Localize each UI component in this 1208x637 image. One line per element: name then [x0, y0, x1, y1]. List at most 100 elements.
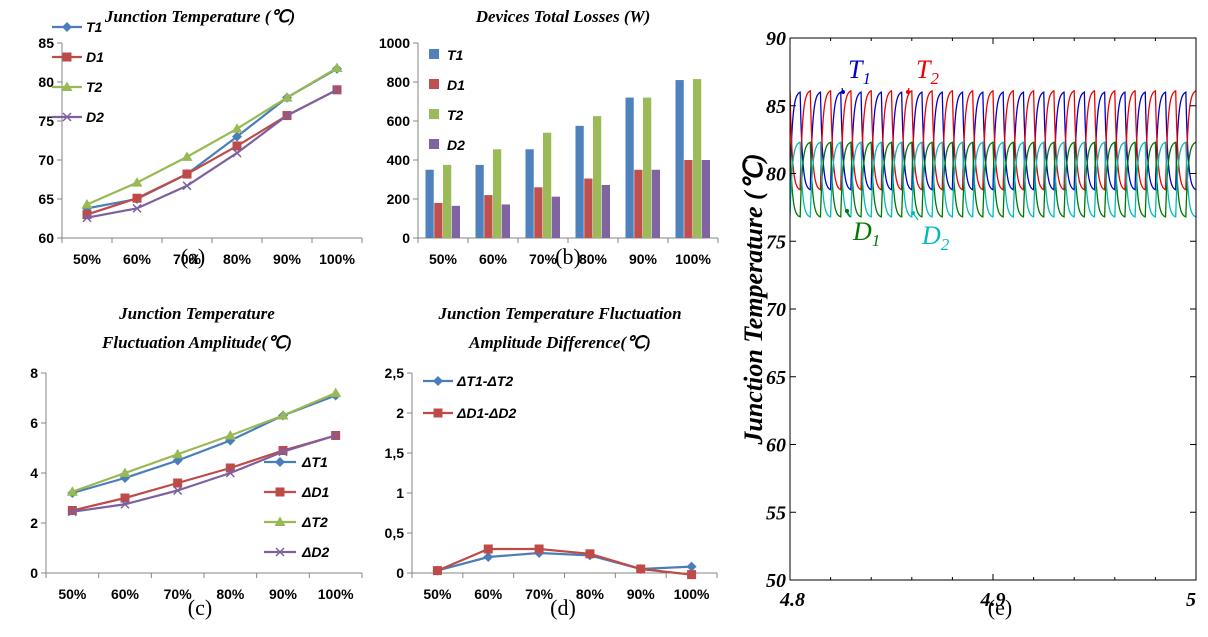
series-line-ΔD2	[72, 434, 336, 513]
y-tick-label: 60	[766, 435, 786, 457]
y-tick-label: 75	[38, 113, 54, 129]
bar-D1-50%	[434, 202, 443, 238]
chart-panel-b: Devices Total Losses (W) 0 200 400 600 800 100…	[379, 7, 719, 269]
y-tick-label: 1,5	[385, 445, 405, 461]
data-point-D2	[182, 181, 192, 191]
legend-ΔD2-marker	[275, 547, 285, 557]
bar-T1-80%	[575, 125, 584, 238]
chart-title: Devices Total Losses (W)	[475, 7, 651, 26]
y-tick-label: 70	[38, 152, 54, 168]
data-point-ΔD1-ΔD2	[432, 566, 442, 576]
subcaption: (e)	[988, 595, 1012, 620]
series-line-ΔD1-ΔD2	[436, 547, 692, 576]
chart-panel-e: 50 55 60 65 70 75 80 85 90 4.8 4.9 5 Junction Temper…	[739, 28, 1197, 620]
y-tick-label: 85	[38, 35, 54, 51]
y-tick-label: 50	[766, 570, 786, 592]
subcaption: (c)	[188, 595, 212, 620]
y-tick-label: 80	[38, 74, 54, 90]
x-tick-label: 50%	[423, 586, 452, 602]
data-point-ΔD1	[278, 446, 288, 455]
data-point-ΔT2	[277, 410, 289, 420]
bar-D2-100%	[701, 160, 710, 238]
y-tick-label: 400	[387, 152, 411, 168]
legend-T1-swatch	[429, 49, 439, 59]
annotation-T2: T2	[916, 55, 939, 88]
y-tick-label: 90	[766, 28, 786, 50]
legend-ΔD1-ΔD2-marker	[433, 408, 443, 418]
chart-title: Junction Temperature	[118, 304, 275, 323]
x-tick-label: 100%	[319, 251, 355, 267]
bar-T2-60%	[493, 149, 502, 238]
data-point-ΔD1-ΔD2	[483, 544, 493, 554]
x-tick-label: 60%	[474, 586, 503, 602]
bar-T2-50%	[443, 164, 452, 238]
series-line-ΔT1-ΔT2	[437, 551, 692, 572]
legend-ΔD1-marker	[275, 487, 285, 497]
data-point-ΔT2	[172, 448, 184, 459]
data-point-T2	[81, 198, 93, 209]
x-tick-label: 50%	[429, 251, 458, 267]
waveform-D2	[790, 141, 1196, 218]
y-tick-label: 0	[30, 565, 38, 581]
data-point-ΔD2	[173, 485, 183, 496]
data-point-D1	[182, 169, 192, 179]
legend-ΔD1-label: ΔD1	[301, 484, 330, 500]
x-tick-label: 60%	[123, 251, 152, 267]
legend-ΔD1-ΔD2-label: ΔD1-ΔD2	[456, 405, 516, 421]
x-tick-label: 80%	[576, 586, 605, 602]
legend-T2-label: T2	[447, 107, 464, 123]
data-point-T2	[281, 92, 293, 102]
y-tick-label: 0	[402, 230, 410, 246]
bar-D1-100%	[684, 160, 693, 238]
x-tick-label: 70%	[164, 586, 193, 602]
bar-D2-50%	[451, 205, 460, 238]
y-tick-label: 60	[38, 230, 54, 246]
x-tick-label: 80%	[223, 251, 252, 267]
y-tick-label: 600	[387, 113, 411, 129]
chart-title: Junction Temperature (℃)	[104, 7, 295, 26]
annotation-subscript: 2	[941, 235, 950, 254]
series-line-ΔT2	[71, 391, 337, 493]
y-tick-label: 1000	[379, 35, 410, 51]
legend-D1-swatch	[429, 79, 439, 89]
annotation-D1: D1	[852, 217, 880, 250]
x-tick-label: 100%	[318, 586, 354, 602]
data-point-ΔT2	[330, 387, 342, 397]
data-point-D2	[232, 148, 242, 158]
data-point-ΔD1-ΔD2	[687, 570, 697, 580]
chart-panel-a: Junction Temperature (℃) 60 65 70 75 80 85 50% 6…	[38, 7, 363, 269]
data-point-T1	[232, 131, 242, 142]
data-point-ΔD1-ΔD2	[534, 544, 544, 554]
data-point-D2	[132, 203, 142, 213]
legend-ΔT2-label: ΔT2	[301, 514, 328, 530]
data-point-ΔD2	[67, 507, 77, 517]
y-tick-label: 75	[766, 231, 786, 253]
subcaption: (d)	[550, 595, 576, 620]
data-point-ΔD1-ΔD2	[585, 549, 595, 559]
x-tick-label: 60%	[479, 251, 508, 267]
data-point-ΔD2	[331, 430, 341, 441]
subcaption: (a)	[181, 244, 205, 269]
bar-T2-90%	[643, 97, 652, 238]
bar-D1-70%	[534, 187, 543, 238]
data-point-D1	[82, 210, 92, 220]
data-point-ΔD2	[225, 468, 235, 478]
x-tick-label: 100%	[675, 251, 711, 267]
waveform-D1	[790, 141, 1196, 218]
legend-ΔT1-label: ΔT1	[301, 454, 328, 470]
chart-title: Fluctuation Amplitude(℃)	[101, 333, 292, 352]
annotation-subscript: 1	[862, 69, 871, 88]
y-tick-label: 0,5	[385, 525, 405, 541]
bar-D2-60%	[501, 204, 510, 238]
data-point-D2	[82, 213, 92, 223]
bar-T2-100%	[693, 79, 702, 238]
data-point-D1	[232, 141, 242, 151]
data-point-ΔT2	[66, 486, 78, 496]
x-tick-label: 90%	[627, 586, 656, 602]
bar-D1-80%	[584, 178, 593, 238]
y-tick-label: 0	[396, 565, 404, 581]
legend-D2-label: D2	[447, 137, 465, 153]
legend-ΔD2-label: ΔD2	[301, 544, 330, 560]
x-tick-label: 90%	[269, 586, 298, 602]
x-tick-label: 60%	[111, 586, 140, 602]
